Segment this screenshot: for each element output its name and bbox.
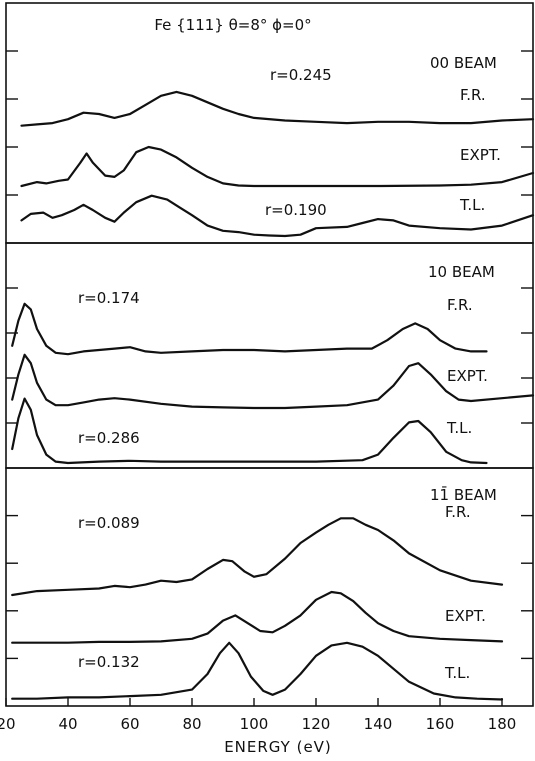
x-tick-label: 60 bbox=[120, 715, 139, 733]
panel-name: 11̄ BEAM bbox=[430, 485, 497, 504]
x-tick-label: 80 bbox=[182, 715, 201, 733]
series-label: EXPT. bbox=[445, 607, 486, 625]
x-tick-label: 20 bbox=[0, 715, 16, 733]
x-tick-label: 40 bbox=[58, 715, 77, 733]
panel-name: 10 BEAM bbox=[428, 263, 495, 281]
series-labels: F.R. EXPT. T.L. 00 BEAM r=0.245 r=0.190 F.R. EX… bbox=[78, 54, 501, 682]
series-line-tl bbox=[11, 397, 488, 465]
series-line-fr bbox=[20, 90, 535, 127]
x-axis-title: ENERGY (eV) bbox=[224, 738, 332, 756]
series-line-expt bbox=[11, 353, 535, 410]
r-value-label: r=0.174 bbox=[78, 289, 140, 307]
x-tick-label: 100 bbox=[240, 715, 269, 733]
series-label: T.L. bbox=[446, 419, 472, 437]
series-label: T.L. bbox=[459, 196, 485, 214]
series-label: EXPT. bbox=[447, 367, 488, 385]
x-tick-label: 140 bbox=[364, 715, 393, 733]
series-line-fr bbox=[11, 517, 504, 597]
x-tick-labels: 20 40 60 80 100 120 140 160 180 bbox=[0, 715, 516, 733]
series-label: F.R. bbox=[447, 296, 473, 314]
series-line-expt bbox=[11, 590, 504, 644]
panel-frames bbox=[5, 2, 534, 707]
chart-title: Fe {111} θ=8° ϕ=0° bbox=[154, 16, 311, 34]
axis-ticks bbox=[5, 50, 533, 706]
series-line-tl bbox=[20, 194, 535, 238]
series-label: T.L. bbox=[444, 664, 470, 682]
x-tick-label: 180 bbox=[488, 715, 517, 733]
series-curves bbox=[11, 90, 535, 701]
x-tick-label: 160 bbox=[426, 715, 455, 733]
r-value-label: r=0.132 bbox=[78, 653, 140, 671]
series-label: F.R. bbox=[460, 86, 486, 104]
x-tick-label: 120 bbox=[302, 715, 331, 733]
series-line-tl bbox=[11, 641, 504, 701]
series-label: F.R. bbox=[445, 503, 471, 521]
series-label: EXPT. bbox=[460, 146, 501, 164]
panel-name: 00 BEAM bbox=[430, 54, 497, 72]
r-value-label: r=0.286 bbox=[78, 429, 140, 447]
r-value-label: r=0.190 bbox=[265, 201, 327, 219]
r-value-label: r=0.245 bbox=[270, 66, 332, 84]
panel-frame bbox=[5, 467, 534, 707]
r-value-label: r=0.089 bbox=[78, 514, 140, 532]
series-line-expt bbox=[20, 145, 535, 188]
series-line-fr bbox=[11, 302, 488, 356]
